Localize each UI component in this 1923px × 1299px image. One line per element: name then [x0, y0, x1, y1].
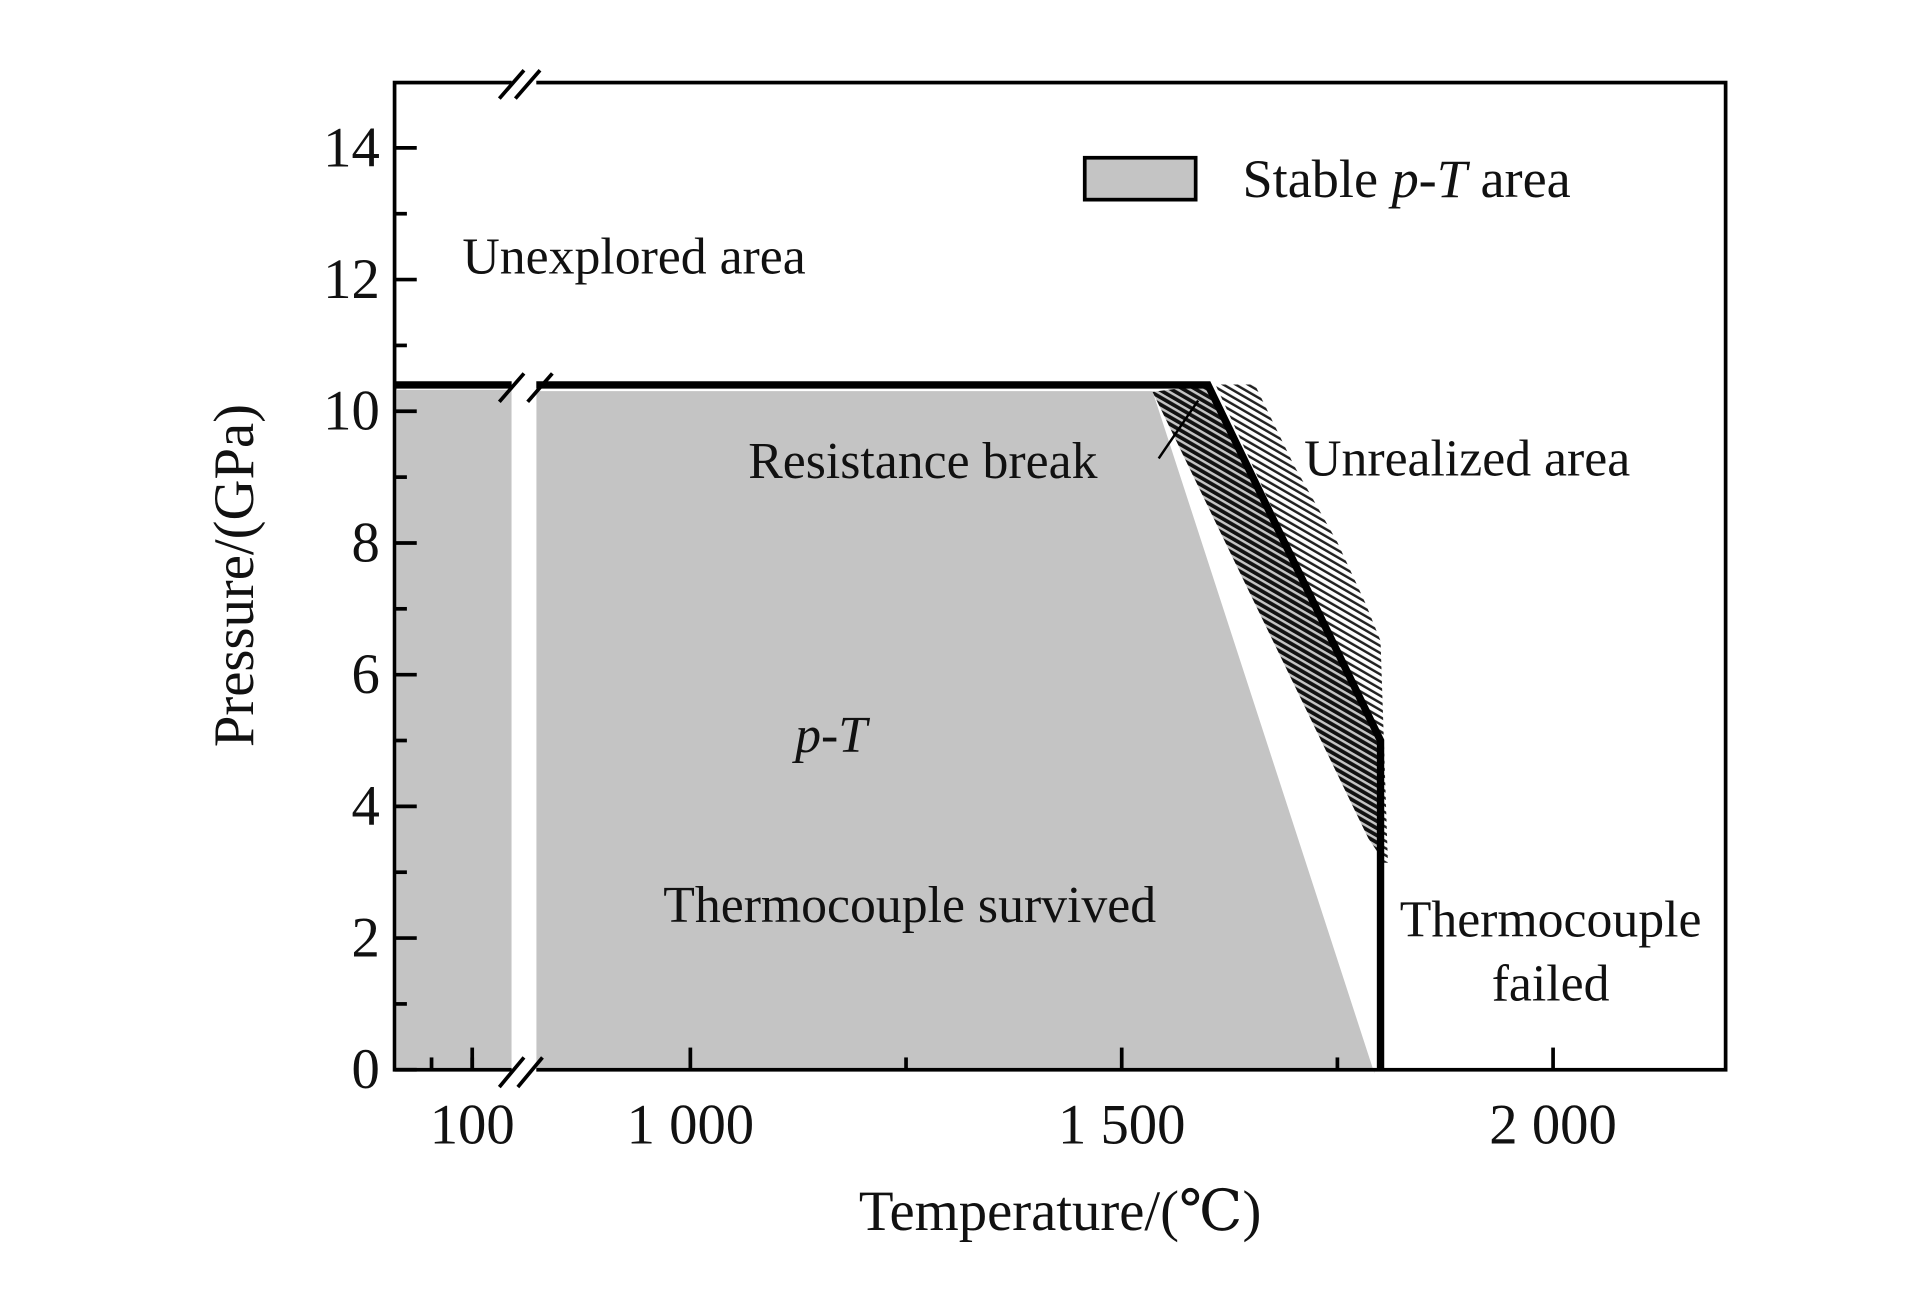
axis-break-marks — [497, 69, 554, 1089]
annotation-unexplored: Unexplored area — [462, 229, 805, 286]
resistance-break-band — [1152, 384, 1379, 853]
x-tick-label: 2 000 — [1489, 1094, 1617, 1157]
x-tick-label: 1 500 — [1058, 1094, 1186, 1157]
y-axis-label: Pressure/(GPa) — [203, 404, 266, 747]
stable-area-edge — [394, 381, 1385, 1070]
y-tick-label: 0 — [351, 1038, 379, 1101]
y-tick-label: 2 — [351, 907, 379, 970]
stable-area-fill-left — [397, 389, 512, 1070]
y-tick-label: 8 — [351, 511, 379, 574]
x-tick-label: 100 — [430, 1094, 515, 1157]
y-tick-label: 14 — [323, 116, 380, 179]
y-tick-label: 10 — [323, 380, 380, 443]
annotation-survived: Thermocouple survived — [663, 877, 1156, 934]
annotation-resistance-break: Resistance break — [748, 433, 1097, 490]
stable-area-fills — [397, 389, 1375, 1074]
y-tick-label: 4 — [351, 775, 379, 838]
legend-label: Stable p-T area — [1242, 149, 1570, 209]
x-tick-label: 1 000 — [627, 1094, 755, 1157]
y-tick-label: 12 — [323, 248, 380, 311]
y-tick-label: 6 — [351, 643, 379, 706]
unrealized-band — [1215, 384, 1388, 863]
annotation-failed-line2: failed — [1492, 956, 1610, 1013]
annotation-failed-line1: Thermocouple — [1400, 892, 1702, 949]
annotation-unrealized: Unrealized area — [1304, 431, 1630, 488]
plot-frame — [392, 80, 1728, 1072]
resistance-break-arrow — [1157, 399, 1200, 460]
stable-area-boundary — [394, 379, 1385, 1070]
stable-area-fill-main — [536, 391, 1375, 1074]
legend-swatch — [1082, 155, 1198, 202]
annotation-pt: p-T — [791, 707, 870, 764]
axis-break-gap-band — [511, 379, 537, 1070]
axis-ticks: 0 2 4 6 8 10 12 14 100 1 000 1 500 2 000 — [323, 116, 1617, 1156]
x-axis-label: Temperature/(℃) — [859, 1180, 1262, 1243]
